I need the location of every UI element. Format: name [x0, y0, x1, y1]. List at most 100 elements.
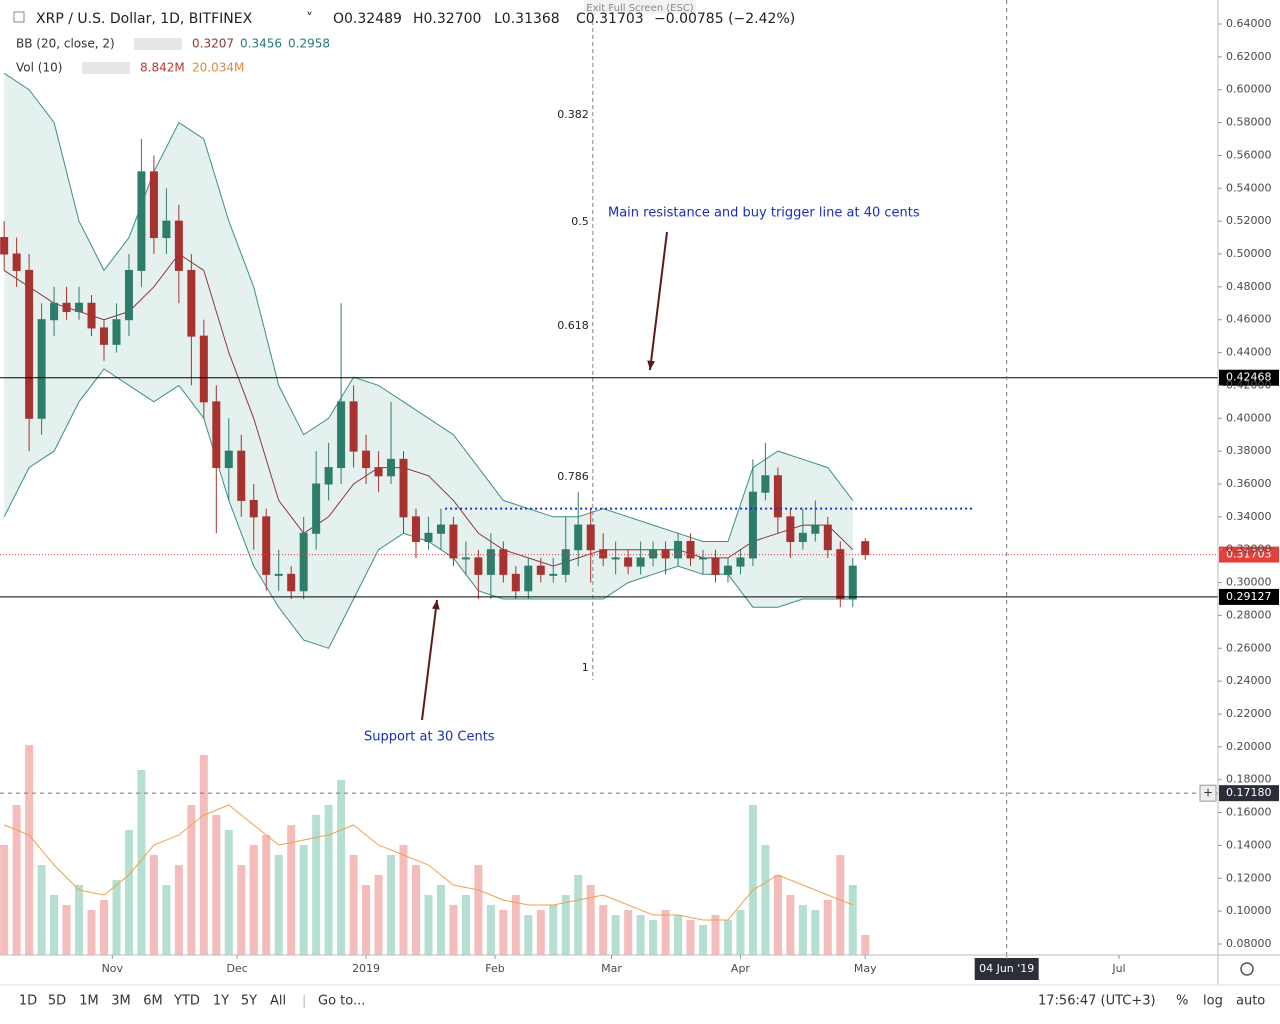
- candle-body: [162, 220, 171, 239]
- candle-body: [387, 458, 396, 477]
- vol-value: 20.034M: [192, 61, 244, 75]
- volume-bar: [387, 855, 396, 955]
- y-tick-label: 0.44000: [1226, 346, 1272, 359]
- candle-body: [699, 557, 708, 560]
- candle-body: [599, 549, 608, 559]
- volume-bar: [474, 865, 483, 955]
- candle-body: [786, 516, 795, 542]
- toolbar-divider: |: [302, 994, 306, 1009]
- arrow-head: [647, 360, 655, 370]
- fib-label: 0.382: [557, 108, 589, 121]
- candle-body: [99, 327, 108, 345]
- bb-value: 0.3207: [192, 37, 234, 51]
- volume-bar: [124, 830, 133, 955]
- volume-bar: [736, 910, 745, 955]
- y-tick-label: 0.36000: [1226, 477, 1272, 490]
- volume-bar: [524, 915, 533, 955]
- candle-body: [0, 237, 9, 255]
- volume-bar: [99, 900, 108, 955]
- volume-bar: [511, 895, 520, 955]
- candle-body: [674, 540, 683, 559]
- y-tick-label: 0.48000: [1226, 280, 1272, 293]
- ohlc-close: C0.31703: [576, 11, 644, 27]
- candle-body: [748, 491, 757, 559]
- volume-bar: [624, 910, 633, 955]
- volume-bar: [162, 885, 171, 955]
- vol-controls[interactable]: [82, 62, 130, 74]
- candle-body: [237, 450, 246, 501]
- volume-bar: [848, 885, 857, 955]
- candle-body: [274, 573, 283, 576]
- bb-value: 0.3456: [240, 37, 282, 51]
- fib-label: 0.786: [557, 470, 589, 483]
- exit-fullscreen-bg[interactable]: [584, 0, 696, 14]
- candle-body: [636, 557, 645, 567]
- volume-bar: [711, 915, 720, 955]
- log-button[interactable]: log: [1203, 994, 1223, 1009]
- settings-icon[interactable]: [1240, 962, 1254, 976]
- price-line-tag: [1219, 369, 1279, 386]
- candle-body: [649, 549, 658, 559]
- bb-middle: [3, 253, 854, 567]
- candle-body: [449, 524, 458, 559]
- vol-value: 8.842M: [140, 61, 185, 75]
- volume-bar: [649, 920, 658, 955]
- range-button[interactable]: 6M: [143, 994, 163, 1009]
- bb-controls[interactable]: [134, 38, 182, 50]
- volume-bar: [636, 915, 645, 955]
- volume-bar: [586, 885, 595, 955]
- volume-bar: [486, 905, 495, 955]
- x-tick-label: 2019: [352, 962, 380, 975]
- exit-fullscreen[interactable]: Exit Full Screen (ESC): [586, 3, 694, 14]
- candle-body: [836, 549, 845, 600]
- range-button[interactable]: YTD: [173, 994, 200, 1009]
- range-button[interactable]: 1D: [19, 994, 37, 1009]
- goto-button[interactable]: Go to...: [318, 994, 365, 1009]
- candle-body: [262, 516, 271, 575]
- auto-button[interactable]: auto: [1236, 994, 1265, 1009]
- candle-body: [374, 467, 383, 477]
- y-tick-label: 0.40000: [1226, 411, 1272, 424]
- volume-bar: [661, 910, 670, 955]
- candle-body: [761, 475, 770, 493]
- range-button[interactable]: 1Y: [213, 994, 229, 1009]
- crosshair-tag: [1219, 785, 1279, 802]
- volume-bar: [362, 885, 371, 955]
- range-button[interactable]: All: [270, 994, 286, 1009]
- y-tick-label: 0.12000: [1226, 871, 1272, 884]
- x-tick-label: Mar: [601, 962, 622, 975]
- volume-bar: [224, 830, 233, 955]
- range-button[interactable]: 5D: [48, 994, 66, 1009]
- volume-bar: [62, 905, 71, 955]
- y-tick-label: 0.34000: [1226, 510, 1272, 523]
- dropdown-caret[interactable]: ˅: [306, 11, 313, 27]
- volume-bar: [411, 865, 420, 955]
- volume-bar: [112, 880, 121, 955]
- x-tick-label: Jul: [1111, 962, 1125, 975]
- volume-bar: [324, 805, 333, 955]
- percent-button[interactable]: %: [1176, 994, 1188, 1009]
- range-button[interactable]: 5Y: [241, 994, 257, 1009]
- candle-body: [561, 549, 570, 575]
- candle-body: [773, 475, 782, 518]
- candle-body: [823, 524, 832, 551]
- volume-bar: [50, 895, 59, 955]
- y-tick-label: 0.24000: [1226, 674, 1272, 687]
- volume-bar: [861, 935, 870, 955]
- range-button[interactable]: 3M: [111, 994, 131, 1009]
- volume-bar: [274, 855, 283, 955]
- x-tick-label: Nov: [102, 962, 124, 975]
- annotation: Main resistance and buy trigger line at …: [608, 206, 920, 221]
- candle-body: [112, 319, 121, 345]
- bb-value: 0.2958: [288, 37, 330, 51]
- y-tick-label: 0.10000: [1226, 904, 1272, 917]
- volume-bar: [574, 875, 583, 955]
- candle-body: [249, 499, 258, 518]
- volume-bar: [836, 855, 845, 955]
- volume-bar: [436, 885, 445, 955]
- collapse-icon[interactable]: [13, 11, 25, 23]
- volume-bar: [798, 905, 807, 955]
- candle-body: [499, 549, 508, 575]
- range-button[interactable]: 1M: [79, 994, 99, 1009]
- volume-bar: [212, 815, 221, 955]
